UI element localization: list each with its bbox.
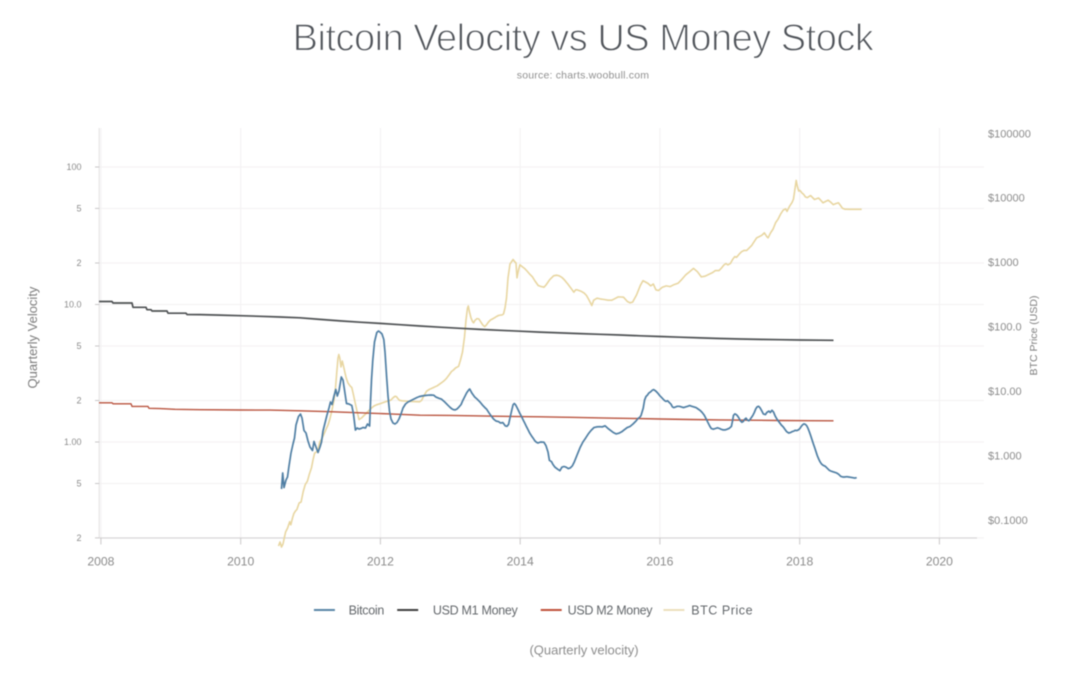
svg-text:$100.0: $100.0	[988, 322, 1022, 334]
svg-text:2: 2	[76, 533, 81, 543]
svg-text:2: 2	[76, 396, 81, 406]
svg-text:2018: 2018	[786, 555, 813, 569]
svg-text:2020: 2020	[926, 555, 953, 569]
svg-text:$1.000: $1.000	[988, 450, 1022, 462]
svg-text:Bitcoin: Bitcoin	[349, 603, 385, 617]
svg-text:$10000: $10000	[988, 193, 1025, 205]
svg-text:10.0: 10.0	[64, 300, 82, 310]
svg-text:100: 100	[66, 162, 81, 172]
svg-text:(Quarterly velocity): (Quarterly velocity)	[529, 643, 638, 658]
svg-text:$100000: $100000	[988, 128, 1031, 140]
svg-text:$0.1000: $0.1000	[988, 515, 1028, 527]
svg-text:$10.00: $10.00	[988, 386, 1022, 398]
svg-text:2008: 2008	[87, 555, 114, 569]
svg-text:5: 5	[76, 479, 81, 489]
svg-text:Bitcoin Velocity vs US Money S: Bitcoin Velocity vs US Money Stock	[293, 18, 875, 60]
svg-text:Quarterly Velocity: Quarterly Velocity	[25, 286, 40, 388]
svg-text:USD M2 Money: USD M2 Money	[568, 603, 654, 617]
svg-text:5: 5	[76, 204, 81, 214]
svg-text:1.00: 1.00	[64, 437, 82, 447]
svg-text:source: charts.woobull.com: source: charts.woobull.com	[517, 70, 649, 82]
svg-text:2016: 2016	[646, 555, 673, 569]
svg-text:2014: 2014	[507, 555, 534, 569]
svg-text:2: 2	[76, 258, 81, 268]
svg-text:5: 5	[76, 341, 81, 351]
svg-text:USD M1 Money: USD M1 Money	[433, 603, 519, 617]
svg-text:$1000: $1000	[988, 257, 1019, 269]
svg-text:BTC Price: BTC Price	[691, 603, 753, 617]
svg-text:2012: 2012	[367, 555, 394, 569]
svg-text:BTC Price (USD): BTC Price (USD)	[1028, 296, 1040, 376]
svg-text:2010: 2010	[227, 555, 254, 569]
